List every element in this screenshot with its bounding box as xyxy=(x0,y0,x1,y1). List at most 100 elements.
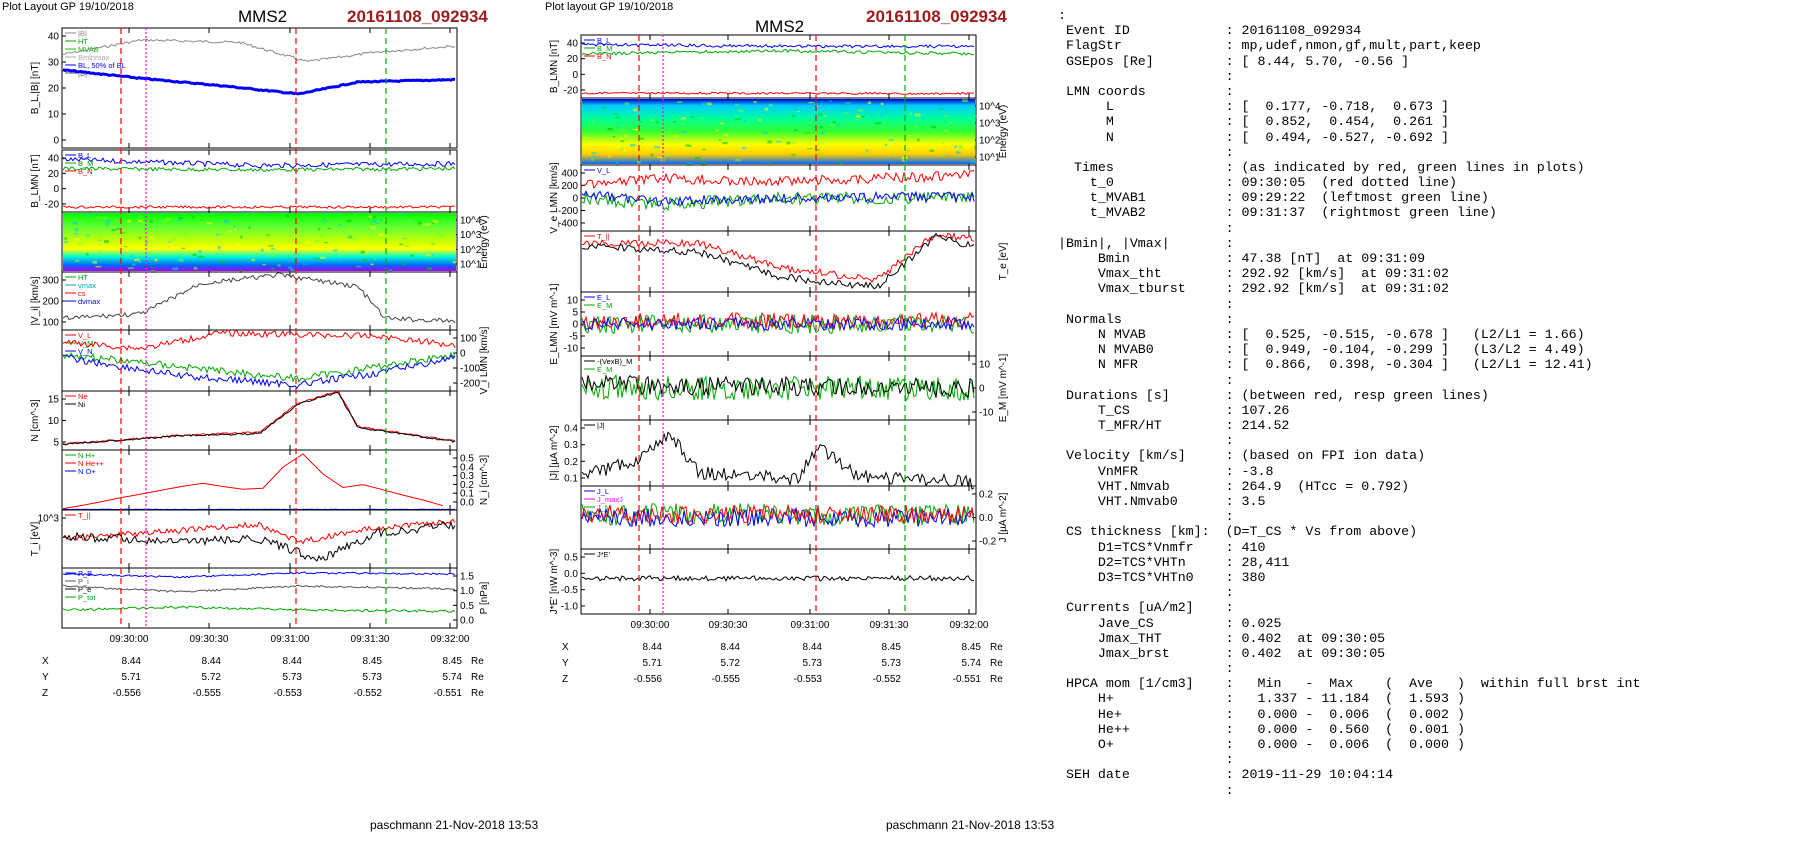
position-unit: Re xyxy=(471,656,484,667)
y-axis-label: Energy (eV) xyxy=(998,105,1009,158)
position-value: 5.73 xyxy=(363,672,383,683)
right-spacecraft-title: MMS2 xyxy=(755,17,805,36)
y-tick-label: -100 xyxy=(460,364,480,375)
info-line: D3=TCS*VHTn0 : 380 xyxy=(1058,569,1266,585)
info-line: LMN coords : xyxy=(1058,83,1234,99)
info-line: t_MVAB1 : 09:29:22 (leftmost green line) xyxy=(1058,190,1489,206)
series-line xyxy=(62,584,456,593)
legend-label: B_L xyxy=(597,36,610,45)
position-value: -0.551 xyxy=(953,674,982,685)
legend-label: P_tot xyxy=(78,593,96,602)
info-line: : xyxy=(1058,68,1234,84)
info-line: SEH date : 2019-11-29 10:04:14 xyxy=(1058,767,1394,783)
series-line xyxy=(581,373,975,403)
y-tick-label: -200 xyxy=(460,379,480,390)
position-value: 8.45 xyxy=(962,642,982,653)
y-tick-label: 10 xyxy=(979,360,991,371)
position-value: 8.45 xyxy=(882,642,902,653)
info-line: D2=TCS*VHTn : 28,411 xyxy=(1058,554,1290,570)
y-tick-label: 0.2 xyxy=(460,480,474,491)
info-line: Normals : xyxy=(1058,311,1234,327)
y-tick-label: 1.5 xyxy=(460,572,474,583)
y-tick-label: 10^1 xyxy=(979,153,1001,164)
y-tick-label: 40 xyxy=(48,32,60,43)
position-value: -0.556 xyxy=(634,674,663,685)
legend-label: B_L xyxy=(78,151,91,160)
legend-label: N He++ xyxy=(78,459,104,468)
legend-label: N H+ xyxy=(78,451,96,460)
left-footer: paschmann 21-Nov-2018 13:53 xyxy=(370,818,539,832)
y-tick-label: 10^3 xyxy=(460,230,482,241)
info-line: GSEpos [Re] : [ 8.44, 5.70, -0.56 ] xyxy=(1058,53,1410,69)
legend-label: -(VexB)_M xyxy=(597,357,632,366)
info-line: FlagStr : mp,udef,nmon,gf,mult,part,keep xyxy=(1058,38,1481,54)
info-line: N : [ 0.494, -0.527, -0.692 ] xyxy=(1058,129,1449,145)
info-line: CS thickness [km]: (D=T_CS * Vs from abo… xyxy=(1058,524,1418,540)
y-axis-label: T_i [eV] xyxy=(30,522,41,557)
position-value: 8.44 xyxy=(803,642,823,653)
y-tick-label: 0.5 xyxy=(460,454,474,465)
series-line xyxy=(62,391,456,446)
legend-label: B_N xyxy=(597,52,612,61)
position-value: -0.555 xyxy=(712,674,741,685)
position-value: 5.73 xyxy=(283,672,303,683)
position-value: -0.556 xyxy=(113,688,142,699)
info-line: H+ : 1.337 - 11.184 ( 1.593 ) xyxy=(1058,691,1465,707)
panel-frame xyxy=(580,419,977,487)
position-value: -0.552 xyxy=(354,688,383,699)
series-line xyxy=(62,354,456,390)
y-axis-label: B_LMN [nT] xyxy=(549,40,560,94)
info-line: N MFR : [ 0.866, 0.398, -0.304 ] (L2/L1 … xyxy=(1058,357,1593,373)
panel-frame xyxy=(580,230,977,293)
info-line: Jmax_THT : 0.402 at 09:30:05 xyxy=(1058,630,1386,646)
position-value: 8.44 xyxy=(283,656,303,667)
y-axis-label: |J| [µA m^-2] xyxy=(549,425,560,480)
series-line xyxy=(581,373,975,398)
panel-frame xyxy=(580,548,977,615)
legend-label: V_N xyxy=(78,347,93,356)
position-value: 8.44 xyxy=(122,656,142,667)
y-tick-label: -20 xyxy=(45,200,60,211)
y-tick-label: 1.0 xyxy=(460,586,474,597)
series-line xyxy=(62,520,456,562)
series-line xyxy=(581,574,975,582)
info-line: Currents [uA/m2] : xyxy=(1058,600,1234,616)
position-value: -0.551 xyxy=(434,688,463,699)
y-tick-label: -5 xyxy=(569,332,578,343)
y-tick-label: 10^3 xyxy=(979,119,1001,130)
y-tick-label: 0.2 xyxy=(979,490,993,501)
series-line xyxy=(581,169,975,190)
info-line: He++ : 0.000 - 0.560 ( 0.001 ) xyxy=(1058,721,1465,737)
spectrogram xyxy=(582,99,975,164)
y-tick-label: 0 xyxy=(572,70,578,81)
y-axis-label: T_e [eV] xyxy=(998,242,1009,280)
info-line: : xyxy=(1058,144,1234,160)
info-line: Velocity [km/s] : (based on FPI ion data… xyxy=(1058,448,1426,464)
y-tick-label: 10^2 xyxy=(460,245,482,256)
left-spacecraft-title: MMS2 xyxy=(238,7,288,26)
y-tick-label: 0.0 xyxy=(564,569,578,580)
y-tick-label: 0 xyxy=(460,349,466,360)
position-row-label: Z xyxy=(42,688,48,699)
position-value: 5.74 xyxy=(962,658,982,669)
y-axis-label: J [µA m^-2] xyxy=(998,492,1009,542)
legend-label: V_L xyxy=(597,166,610,175)
info-line: Vmax_tburst : 292.92 [km/s] at 09:31:02 xyxy=(1058,281,1449,297)
y-tick-label: 200 xyxy=(42,297,59,308)
info-line: T_MFR/HT : 214.52 xyxy=(1058,418,1290,434)
legend-label: E_L xyxy=(597,293,610,302)
info-line: Durations [s] : (between red, resp green… xyxy=(1058,387,1489,403)
info-line: He+ : 0.000 - 0.006 ( 0.002 ) xyxy=(1058,706,1465,722)
y-tick-label: 0.1 xyxy=(564,474,578,485)
y-tick-label: -400 xyxy=(558,219,578,230)
position-value: 5.71 xyxy=(122,672,142,683)
y-axis-label: B_LMN [nT] xyxy=(30,154,41,208)
info-line: M : [ 0.852, 0.454, 0.261 ] xyxy=(1058,114,1449,130)
y-tick-label: 15 xyxy=(48,395,60,406)
series-line xyxy=(581,190,975,212)
y-tick-label: 0.0 xyxy=(460,616,474,627)
series-line xyxy=(581,190,975,207)
position-value: 5.74 xyxy=(443,672,463,683)
series-line xyxy=(62,272,456,324)
